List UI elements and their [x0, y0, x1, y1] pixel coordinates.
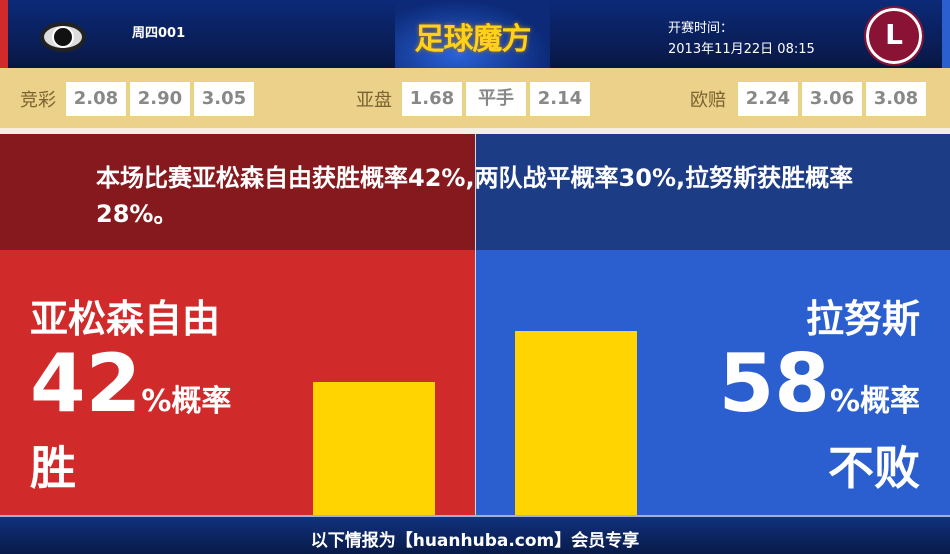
away-panel: 拉努斯 58%概率 不败 [476, 250, 950, 515]
away-result: 不败 [828, 441, 920, 495]
home-percent-value: 42 [30, 337, 142, 430]
home-team-name: 亚松森自由 [30, 297, 221, 341]
yapan-handicap: 平手 [466, 82, 526, 116]
oupei-odd: 2.24 [738, 82, 798, 116]
away-percent-value: 58 [718, 337, 830, 430]
header: 周四001 足球魔方 开赛时间： 2013年11月22日 08:15 L [0, 0, 950, 68]
jingcai-label: 竞彩 [20, 90, 56, 111]
odds-band: 竞彩 2.08 2.90 3.05 亚盘 1.68 平手 2.14 欧赔 2.2… [0, 68, 950, 128]
home-probability-bar [313, 381, 435, 515]
brand-logo-text: 足球魔方 [414, 22, 532, 57]
oupei-odd: 3.08 [866, 82, 926, 116]
away-team-logo-icon: L [864, 6, 924, 66]
jingcai-odd: 2.90 [130, 82, 190, 116]
footer: 以下情报为【huanhuba.com】会员专享 [0, 515, 950, 554]
jingcai-odd: 3.05 [194, 82, 254, 116]
yapan-odd: 1.68 [402, 82, 462, 116]
separator [0, 128, 950, 134]
start-time-label: 开赛时间： [668, 21, 734, 36]
summary-bg-home [0, 134, 475, 250]
home-percent-suffix: %概率 [141, 384, 232, 419]
center-divider [475, 134, 476, 515]
home-team-logo-icon [40, 22, 86, 52]
start-time: 2013年11月22日 08:15 [668, 42, 815, 57]
oupei-label: 欧赔 [690, 90, 726, 111]
away-percent: 58%概率 [719, 344, 920, 424]
summary-bg-away [476, 134, 950, 250]
match-number: 周四001 [132, 26, 186, 41]
home-percent: 42%概率 [30, 344, 231, 424]
away-team-name: 拉努斯 [805, 297, 920, 341]
oupei-odd: 3.06 [802, 82, 862, 116]
away-probability-bar [515, 331, 637, 515]
home-color-stripe [0, 0, 8, 68]
member-notice-link[interactable]: 以下情报为【huanhuba.com】会员专享 [310, 531, 640, 551]
away-percent-suffix: %概率 [829, 384, 920, 419]
yapan-label: 亚盘 [356, 90, 392, 111]
home-result: 胜 [30, 441, 76, 495]
yapan-odd: 2.14 [530, 82, 590, 116]
away-color-stripe [942, 0, 950, 68]
jingcai-odd: 2.08 [66, 82, 126, 116]
brand-logo: 足球魔方 [395, 0, 550, 68]
prediction-summary: 本场比赛亚松森自由获胜概率42%,两队战平概率30%,拉努斯获胜概率28%。 [96, 164, 854, 228]
home-panel: 亚松森自由 42%概率 胜 [0, 250, 475, 515]
